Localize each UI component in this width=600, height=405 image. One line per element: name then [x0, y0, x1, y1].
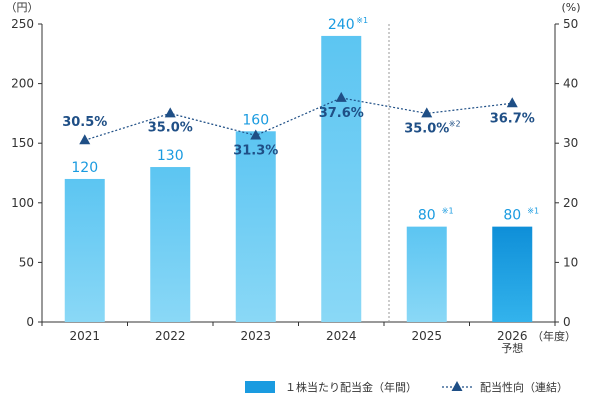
ratio-value-label: 35.0% [148, 120, 193, 135]
y-right-tick-label: 20 [563, 196, 578, 210]
x-tick-sublabel: 予想 [501, 341, 523, 355]
legend-line-label: 配当性向（連結） [480, 380, 568, 394]
ratio-marker [335, 91, 347, 102]
ratio-value-label: 36.7% [490, 111, 535, 126]
bar-value-label: 80 [418, 208, 436, 224]
bar [406, 226, 447, 322]
bar [235, 131, 276, 322]
bar-note-label: ※1 [442, 207, 454, 216]
x-tick-label: 2024 [326, 329, 357, 343]
ratio-note-label: ※2 [449, 119, 461, 128]
ratio-value-label: 30.5% [62, 115, 107, 130]
bar-value-label: 80 [503, 208, 521, 224]
y-right-tick-label: 10 [563, 255, 578, 269]
x-tick-label: 2022 [155, 329, 186, 343]
ratio-marker [79, 134, 91, 145]
y-left-unit: （円） [6, 1, 39, 14]
ratio-line [84, 97, 513, 141]
bar [150, 167, 191, 322]
bar-value-label: 120 [71, 160, 98, 176]
bar-note-label: ※1 [527, 207, 539, 216]
bar [492, 226, 533, 322]
ratio-marker [250, 129, 262, 140]
ratio-value-label: 35.0% [404, 121, 449, 136]
x-unit: （年度） [532, 329, 576, 343]
bar-note-label: ※1 [356, 16, 368, 25]
x-tick-label: 2026 [497, 329, 528, 343]
y-left-tick-label: 200 [11, 77, 34, 91]
y-right-tick-label: 50 [563, 17, 578, 31]
bar-value-label: 160 [242, 112, 269, 128]
y-axis-right: 0 10 20 30 40 50 [555, 17, 578, 329]
y-axis-left: 0 50 100 150 200 250 [11, 17, 42, 329]
y-left-tick-label: 0 [26, 315, 34, 329]
ratio-value-label: 37.6% [319, 106, 364, 121]
x-tick-label: 2025 [411, 329, 442, 343]
bar-value-label: 130 [157, 148, 184, 164]
bar-value-label: 240 [328, 17, 355, 33]
bar [321, 35, 362, 323]
ratio-marker [421, 107, 433, 118]
ratio-value-label: 31.3% [233, 143, 278, 158]
y-right-tick-label: 30 [563, 136, 578, 150]
legend-triangle-icon [451, 381, 463, 391]
bar [64, 178, 105, 322]
x-tick-label: 2021 [69, 329, 100, 343]
legend-bar-label: １株当たり配当金（年間） [285, 380, 417, 394]
y-left-tick-label: 50 [19, 255, 34, 269]
y-left-tick-label: 100 [11, 196, 34, 210]
legend-bar-swatch [245, 381, 275, 393]
legend: １株当たり配当金（年間） 配当性向（連結） [245, 380, 568, 394]
y-right-tick-label: 40 [563, 77, 578, 91]
y-right-tick-label: 0 [563, 315, 571, 329]
y-left-tick-label: 250 [11, 17, 34, 31]
ratio-marker [506, 97, 518, 108]
y-right-unit: (%) [561, 1, 580, 14]
ratio-series: 30.5% 35.0%31.3%37.6%35.0% ※2 36.7% [62, 91, 535, 158]
ratio-marker [164, 107, 176, 118]
y-left-tick-label: 150 [11, 136, 34, 150]
x-tick-label: 2023 [240, 329, 271, 343]
